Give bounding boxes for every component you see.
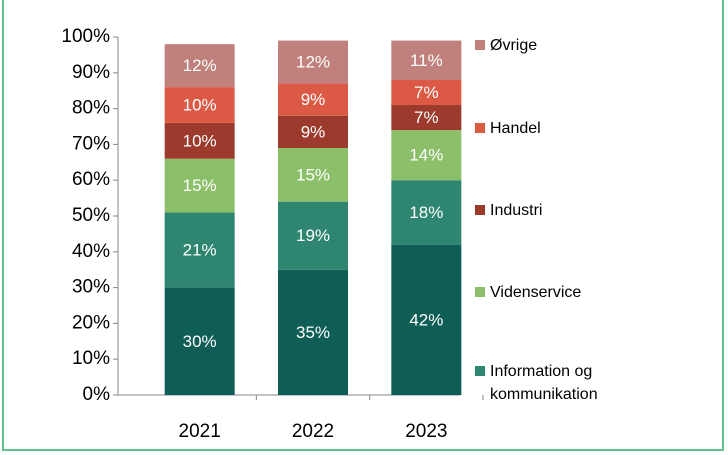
legend-swatch: [475, 205, 485, 215]
legend-swatch: [475, 40, 485, 50]
y-tick-label: 30%: [72, 277, 110, 298]
legend-label: Handel: [490, 120, 541, 137]
value-label: 9%: [301, 122, 326, 141]
value-label: 19%: [296, 226, 330, 245]
bar-segment: [391, 40, 462, 80]
value-label: 15%: [183, 176, 217, 195]
value-label: 18%: [409, 203, 443, 222]
y-tick-label: 10%: [72, 348, 110, 369]
y-tick-label: 0%: [83, 384, 111, 405]
legend-item: Handel: [475, 117, 675, 140]
bar-segment: [164, 212, 235, 288]
bar-segment: [391, 130, 462, 181]
value-label: 10%: [183, 131, 217, 150]
legend-item: Industri: [475, 199, 675, 222]
bar-segment: [164, 87, 235, 123]
y-tick-label: 60%: [72, 169, 110, 190]
value-label: 9%: [301, 90, 326, 109]
value-label: 14%: [409, 146, 443, 165]
legend-swatch: [475, 123, 485, 133]
bar-segment: [278, 147, 348, 202]
value-label: 7%: [414, 83, 439, 102]
value-label: 12%: [183, 56, 217, 75]
x-tick-label: 2021: [179, 421, 221, 442]
bar-segment: [278, 83, 348, 116]
value-label: 12%: [296, 53, 330, 72]
legend-label: Øvrige: [490, 37, 538, 54]
x-tick-label: 2022: [292, 421, 334, 442]
bar-segment: [164, 44, 235, 88]
value-label: 30%: [183, 332, 217, 351]
legend: Øvrige Handel Industri Videnservice Informat…: [475, 0, 675, 455]
value-label: 7%: [414, 108, 439, 127]
bar-segment: [391, 244, 462, 395]
value-label: 15%: [296, 165, 330, 184]
bar-segment: [278, 40, 348, 84]
bar-segment: [278, 115, 348, 148]
value-label: 11%: [410, 51, 443, 70]
y-tick-label: 70%: [72, 133, 110, 154]
legend-swatch: [475, 287, 485, 297]
y-tick-label: 100%: [61, 26, 110, 47]
x-tick-label: 2023: [405, 421, 447, 442]
bar-segment: [164, 122, 235, 159]
bar-segment: [391, 180, 462, 245]
bar-segment: [164, 158, 235, 213]
bar-segment: [391, 105, 462, 131]
legend-swatch: [475, 366, 485, 376]
legend-label: Industri: [490, 202, 543, 219]
value-label: 42%: [409, 310, 443, 329]
y-tick-label: 40%: [72, 241, 110, 262]
legend-label: Videnservice: [490, 284, 582, 301]
y-tick-label: 20%: [72, 312, 110, 333]
bar-segment: [164, 287, 235, 395]
legend-label: Information og kommunikation: [490, 363, 598, 403]
bar-segment: [391, 79, 462, 106]
y-tick-label: 90%: [72, 62, 110, 83]
legend-item: Øvrige: [475, 34, 675, 57]
legend-item: Videnservice: [475, 281, 675, 304]
value-label: 21%: [183, 240, 217, 259]
legend-item: Information og kommunikation: [475, 360, 675, 406]
value-label: 10%: [183, 96, 217, 115]
bar-segment: [278, 201, 348, 270]
value-label: 35%: [296, 323, 330, 342]
y-tick-label: 80%: [72, 98, 110, 119]
bar-segment: [278, 269, 348, 395]
y-tick-label: 50%: [72, 205, 110, 226]
